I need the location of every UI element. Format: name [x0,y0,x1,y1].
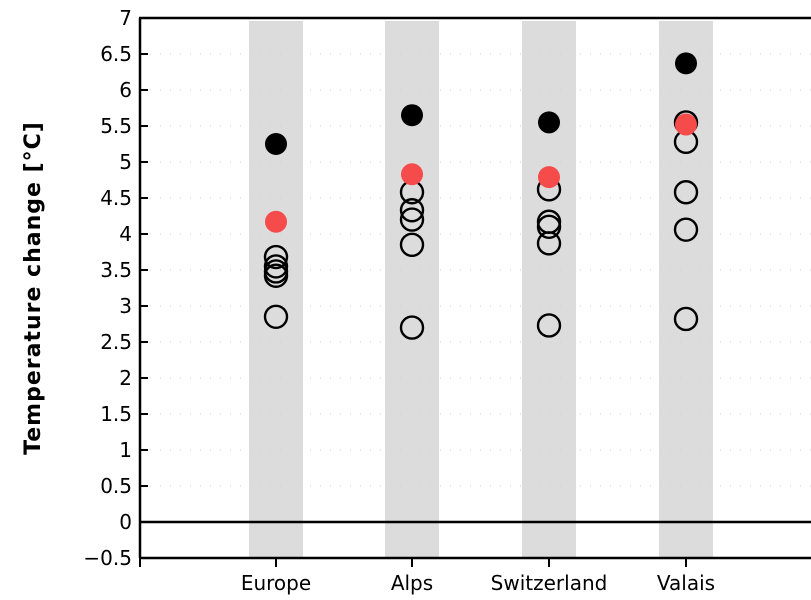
black-filled-point [401,104,423,127]
category-band [522,21,576,558]
category-bands [249,21,713,558]
y-tick-label: 7 [119,6,132,30]
x-tick-label: Switzerland [491,571,608,595]
open-circle-point [673,306,699,332]
open-circle-point [673,217,699,242]
y-tick-label: 0 [119,510,132,534]
y-tick-label: 4.5 [100,186,132,210]
y-tick-label: 4 [119,222,132,246]
open-circle-point [263,244,289,270]
black-filled-point [538,111,560,134]
open-circle-point [399,207,425,232]
y-tick-label: 3.5 [100,258,132,282]
open-circle-point [399,232,425,258]
category-band [249,21,303,558]
x-tick-label: Valais [657,571,715,595]
y-tick-label: 1.5 [100,402,132,426]
y-tick-label: 6.5 [100,42,132,66]
y-axis-title: Temperature change [°C] [21,121,46,455]
y-tick-label: 2 [119,366,132,390]
x-axis-ticks: Europe Alps Switzerland Valais [139,558,715,595]
x-tick-label: Europe [241,571,311,595]
open-circle-point [536,231,562,256]
y-tick-label: 0.5 [100,474,132,498]
black-filled-point [265,133,287,155]
red-filled-point [538,166,560,189]
open-circle-point [673,180,699,205]
category-band [385,21,439,558]
x-tick-label: Alps [391,571,433,595]
y-axis-ticks: −0.5 0 0.5 1 1.5 2 2.5 3 3.5 4 4.5 5 5.5 6 6.5 7 [83,6,148,570]
y-tick-label: 3 [119,294,132,318]
y-tick-label: 5.5 [100,114,132,138]
open-circle-point [399,315,425,340]
red-filled-point [675,113,697,136]
category-band [659,21,713,558]
open-circle-point [399,198,425,223]
y-tick-label: −0.5 [83,546,132,570]
open-circle-point [536,214,562,240]
black-filled-point [675,52,697,75]
open-circle-point [536,313,562,338]
y-tick-label: 2.5 [100,330,132,354]
y-tick-label: 1 [119,438,132,462]
axes-frame [138,16,811,560]
y-tick-label: 6 [119,78,132,102]
open-circle-point [263,263,289,288]
red-filled-point [401,163,423,186]
red-filled-point [265,210,287,233]
open-circle-point [263,304,289,329]
data-points [263,52,699,340]
y-tick-label: 5 [119,150,132,174]
